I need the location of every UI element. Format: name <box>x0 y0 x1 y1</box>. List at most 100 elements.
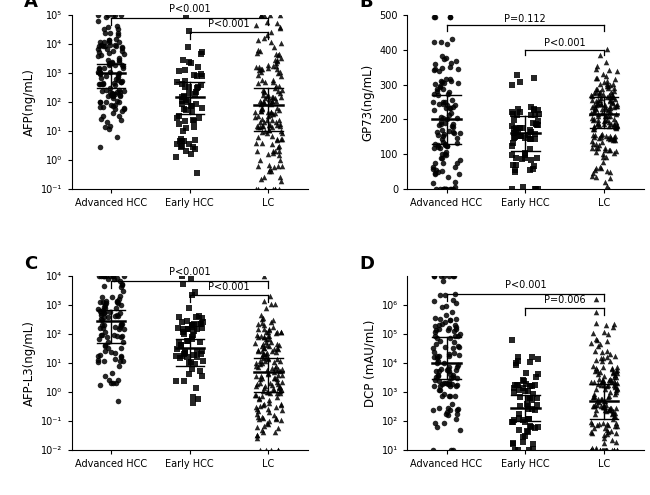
Point <box>101 86 111 94</box>
Point <box>261 353 271 361</box>
Point <box>263 355 273 363</box>
Point <box>254 395 264 402</box>
Point <box>598 90 608 98</box>
Point <box>276 401 287 409</box>
Point <box>112 312 123 320</box>
Point <box>110 81 120 89</box>
Point <box>511 126 521 134</box>
Point <box>530 373 541 381</box>
Point <box>608 323 618 331</box>
Point <box>436 365 446 373</box>
Point <box>275 68 285 76</box>
Point <box>610 382 621 390</box>
Point <box>111 304 122 312</box>
Point <box>612 67 623 75</box>
Point <box>112 22 123 30</box>
Point <box>441 142 452 150</box>
Point <box>595 94 606 102</box>
Point <box>440 185 450 193</box>
Point <box>180 347 190 355</box>
Point <box>255 47 265 55</box>
Point <box>445 13 456 21</box>
Point <box>257 65 267 73</box>
Point <box>598 70 608 78</box>
Point <box>593 116 603 124</box>
Point <box>276 53 286 61</box>
Point <box>254 162 264 170</box>
Point <box>610 136 620 144</box>
Point <box>610 383 620 391</box>
Point <box>439 185 450 193</box>
Point <box>98 298 109 306</box>
Point <box>605 350 616 358</box>
Point <box>448 129 459 137</box>
Point <box>441 410 452 418</box>
Point <box>586 172 597 180</box>
Point <box>111 90 121 98</box>
Point <box>99 64 109 72</box>
Point <box>259 333 270 341</box>
Point <box>107 58 118 66</box>
Point <box>266 97 277 105</box>
Point <box>593 100 604 108</box>
Point <box>250 108 261 116</box>
Point <box>98 42 108 50</box>
Point <box>269 300 280 308</box>
Point <box>274 385 285 393</box>
Point <box>447 371 458 379</box>
Point <box>119 104 129 112</box>
Point <box>114 86 125 94</box>
Point <box>532 185 543 193</box>
Point <box>612 446 622 454</box>
Point <box>114 293 125 300</box>
Point <box>519 433 530 441</box>
Point <box>175 137 185 145</box>
Point <box>96 311 106 319</box>
Point <box>97 80 107 88</box>
Point <box>596 130 606 138</box>
Point <box>113 362 124 370</box>
Point <box>442 143 452 150</box>
Point <box>270 329 281 337</box>
Point <box>276 127 286 135</box>
Point <box>599 446 610 454</box>
Point <box>250 185 261 193</box>
Point <box>588 424 599 432</box>
Point <box>266 28 276 36</box>
Point <box>430 60 441 68</box>
Point <box>252 434 262 442</box>
Point <box>193 63 203 71</box>
Point <box>109 275 119 283</box>
Point <box>592 421 602 429</box>
Point <box>176 135 186 143</box>
Point <box>116 45 127 52</box>
Point <box>274 142 284 150</box>
Point <box>526 103 536 111</box>
Point <box>587 96 597 104</box>
Point <box>590 401 600 409</box>
Point <box>592 342 603 349</box>
Point <box>436 38 447 46</box>
Point <box>269 109 280 117</box>
Point <box>93 358 103 366</box>
Point <box>108 11 118 19</box>
Point <box>118 61 129 69</box>
Point <box>275 122 285 130</box>
Point <box>259 118 269 126</box>
Point <box>259 345 269 352</box>
Point <box>510 166 520 174</box>
Point <box>532 117 543 125</box>
Point <box>597 153 608 161</box>
Point <box>116 320 127 328</box>
Point <box>266 99 276 107</box>
Point <box>105 89 115 97</box>
Point <box>612 385 622 393</box>
Point <box>432 334 442 342</box>
Point <box>587 420 597 428</box>
Point <box>436 272 446 280</box>
Point <box>520 134 530 142</box>
Point <box>586 418 596 426</box>
Point <box>196 349 207 357</box>
Point <box>430 314 440 322</box>
Point <box>274 23 285 31</box>
